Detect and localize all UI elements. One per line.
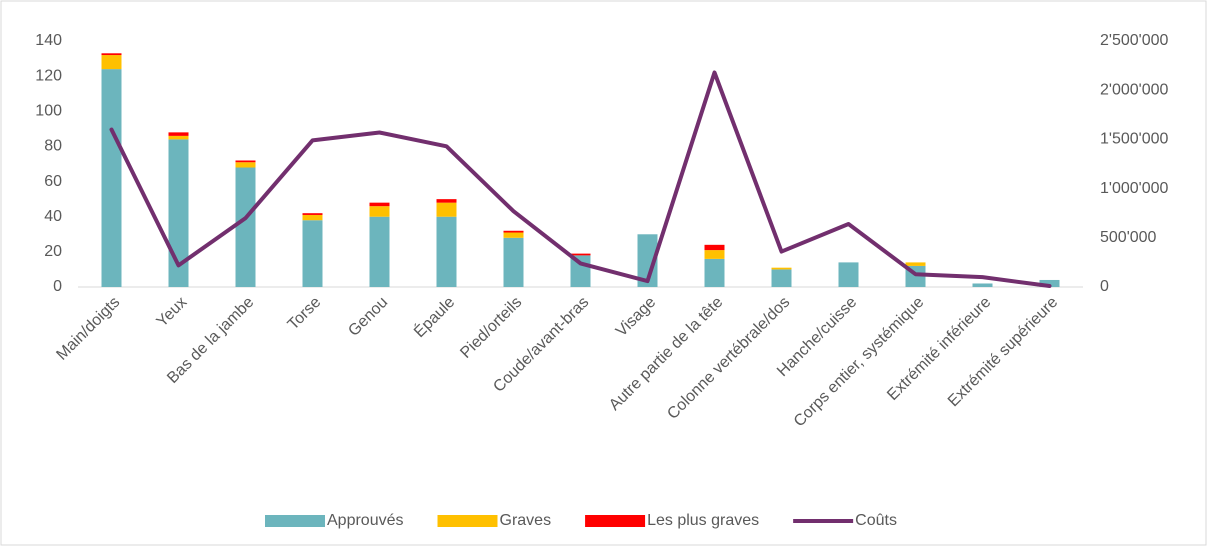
y-tick-label: 100 (35, 103, 62, 120)
bar-segment (369, 216, 390, 287)
y-tick-label: 120 (35, 67, 62, 84)
bar-segment (704, 258, 725, 287)
bar-segment (1039, 279, 1060, 287)
legend-label: Approuvés (327, 512, 404, 529)
bar-segment (771, 267, 792, 270)
legend-swatch (265, 515, 325, 527)
bar-segment (235, 160, 256, 163)
bar-segment (302, 213, 323, 215)
legend-label: Graves (500, 512, 552, 529)
y2-tick-label: 500'000 (1100, 229, 1157, 246)
legend-swatch (585, 515, 646, 527)
legend-label: Les plus graves (647, 512, 759, 529)
bar-segment (570, 253, 591, 256)
bar-segment (101, 69, 122, 287)
bar-segment (503, 237, 524, 287)
y2-tick-label: 2'500'000 (1100, 32, 1169, 49)
bar-segment (168, 139, 189, 287)
bar-segment (704, 250, 725, 259)
y-tick-label: 80 (44, 138, 62, 155)
bar-segment (704, 244, 725, 251)
bar-segment (436, 202, 457, 217)
y-tick-label: 60 (44, 173, 62, 190)
cost-line (109, 70, 1052, 289)
bar-segment (168, 135, 189, 140)
bar-segment (436, 199, 457, 203)
bar-segment (235, 167, 256, 287)
y2-tick-label: 1'000'000 (1100, 180, 1169, 197)
y-tick-label: 0 (53, 278, 62, 295)
bar-segment (436, 216, 457, 287)
bar-segment (503, 232, 524, 238)
y2-tick-label: 0 (1100, 278, 1109, 295)
bar-segment (905, 262, 926, 266)
bar-segment (637, 234, 658, 287)
legend-label: Coûts (855, 512, 897, 529)
bar-segment (503, 230, 524, 233)
bar-segment (101, 55, 122, 70)
bar-segment (302, 214, 323, 221)
y-tick-label: 40 (44, 208, 62, 225)
bar-segment (168, 132, 189, 136)
bar-segment (972, 283, 993, 287)
y2-tick-label: 1'500'000 (1100, 131, 1169, 148)
bar-segment (838, 262, 859, 287)
y-tick-label: 140 (35, 32, 62, 49)
bar-segment (235, 162, 256, 168)
bar-segment (101, 53, 122, 56)
bar-segment (369, 202, 390, 207)
bar-segment (369, 206, 390, 217)
y2-tick-label: 2'000'000 (1100, 81, 1169, 98)
y-tick-label: 20 (44, 243, 62, 260)
bar-segment (771, 269, 792, 287)
legend-swatch (437, 515, 498, 527)
bar-segment (302, 220, 323, 287)
